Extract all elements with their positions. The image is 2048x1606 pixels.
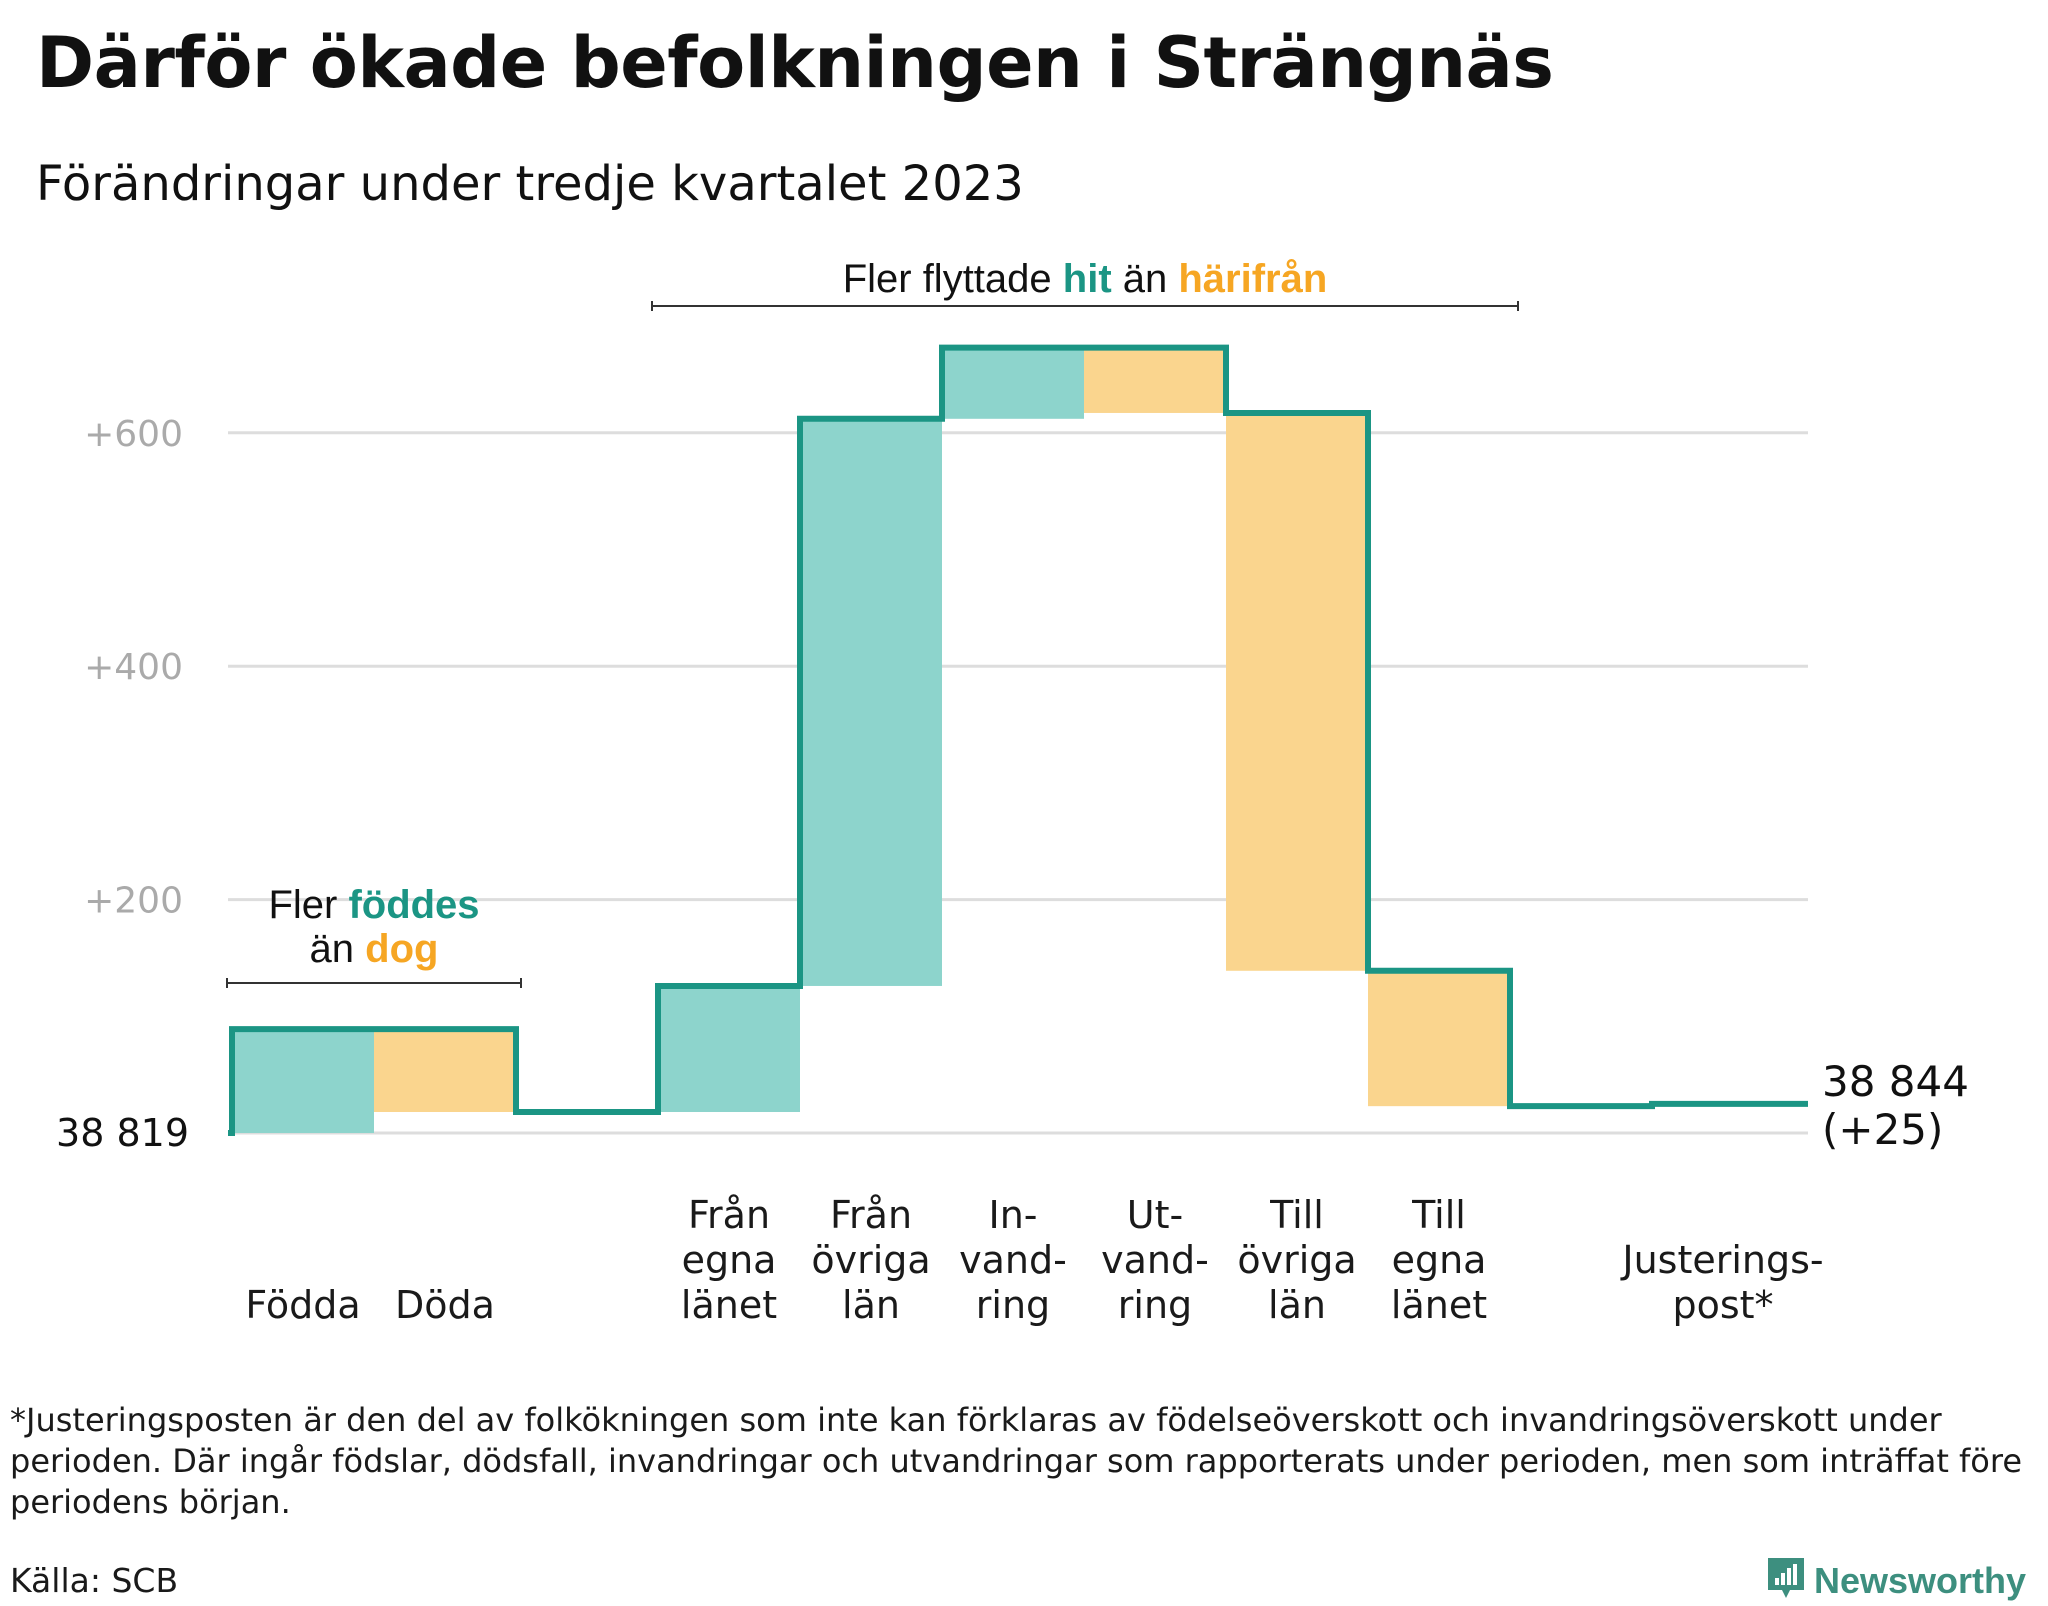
bar-till-egna-länet [1368, 970, 1510, 1107]
end-value-label: 38 844 [1822, 1057, 1969, 1106]
start-value-label: 38 819 [56, 1111, 189, 1155]
migration-annotation-highlight-out: härifrån [1178, 257, 1327, 301]
category-label: Justerings- [1620, 1238, 1823, 1282]
newsworthy-logo-icon [1766, 1556, 1806, 1606]
category-label: Från [688, 1193, 770, 1237]
category-label: länet [681, 1283, 777, 1327]
births-annotation-line2: än dog [310, 927, 439, 971]
migration-annotation-prefix: Fler flyttade [843, 257, 1063, 301]
deaths-annotation-highlight: dog [365, 927, 438, 971]
category-label: Till [1269, 1193, 1324, 1237]
category-label: In- [988, 1193, 1037, 1237]
category-label: länet [1391, 1283, 1487, 1327]
footnote: *Justeringsposten är den del av folkökni… [10, 1401, 2023, 1521]
bar-från-egna-länet [658, 985, 800, 1112]
y-tick-label: +400 [84, 647, 183, 688]
bar-till-övriga-län [1226, 412, 1368, 971]
deaths-annotation-prefix: än [310, 927, 366, 971]
bar-invandring [942, 347, 1084, 419]
end-change-label: (+25) [1822, 1105, 1943, 1154]
category-label: Till [1411, 1193, 1466, 1237]
brand-name: Newsworthy [1813, 1560, 2026, 1601]
category-label: Döda [395, 1283, 495, 1327]
bar-födda [232, 1029, 374, 1133]
migration-annotation: Fler flyttade hit än härifrån [843, 257, 1328, 301]
bar-från-övriga-län [800, 418, 942, 986]
category-label: egna [682, 1238, 777, 1282]
category-label: ring [1118, 1283, 1192, 1327]
category-label: post* [1672, 1283, 1773, 1327]
category-label: egna [1392, 1238, 1487, 1282]
source-label: Källa: SCB [10, 1561, 179, 1600]
category-label: län [1268, 1283, 1326, 1327]
category-label: ring [976, 1283, 1050, 1327]
category-label: vand- [959, 1238, 1067, 1282]
category-label: län [842, 1283, 900, 1327]
category-label: vand- [1101, 1238, 1209, 1282]
y-tick-label: +600 [84, 414, 183, 455]
page-title: Därför ökade befolkningen i Strängnäs [36, 22, 1554, 104]
migration-annotation-middle: än [1112, 257, 1179, 301]
chart-subtitle: Förändringar under tredje kvartalet 2023 [36, 156, 1024, 212]
category-label: Från [830, 1193, 912, 1237]
births-annotation-line1: Fler föddes [268, 883, 479, 927]
bar-utvandring [1084, 347, 1226, 413]
category-label: övriga [1237, 1238, 1356, 1282]
bar-döda [374, 1029, 516, 1112]
births-annotation-highlight: föddes [348, 883, 479, 927]
y-tick-label: +200 [84, 881, 183, 922]
category-label: Ut- [1127, 1193, 1183, 1237]
cumulative-step-line [228, 344, 1808, 1136]
category-label: Födda [245, 1283, 360, 1327]
migration-annotation-highlight-in: hit [1063, 257, 1112, 301]
brand-logo[interactable]: Newsworthy [1766, 1556, 2026, 1606]
births-annotation-prefix: Fler [268, 883, 348, 927]
category-label: övriga [811, 1238, 930, 1282]
